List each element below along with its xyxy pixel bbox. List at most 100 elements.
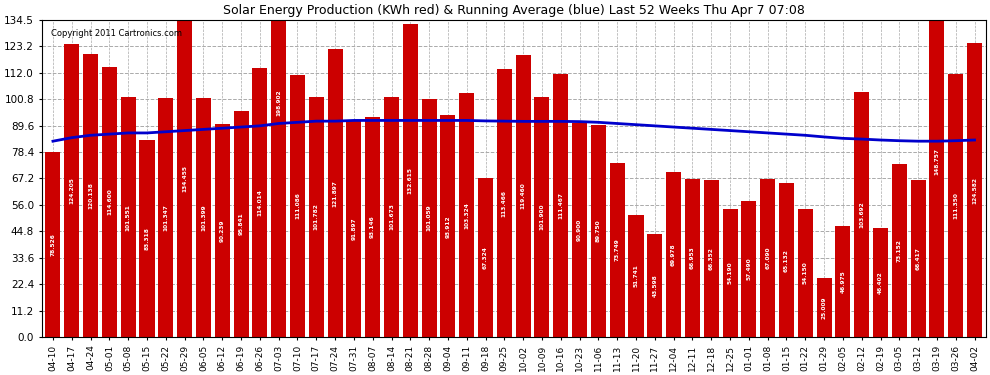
Text: 101.673: 101.673 (389, 204, 394, 231)
Text: 66.953: 66.953 (690, 247, 695, 269)
Text: 114.600: 114.600 (107, 188, 112, 215)
Text: 83.318: 83.318 (145, 227, 149, 250)
Bar (102, 67, 117, 337)
Bar (591, 125, 606, 337)
Bar (854, 92, 869, 337)
Text: 198.902: 198.902 (276, 89, 281, 116)
Text: 89.750: 89.750 (596, 220, 601, 242)
Bar (892, 164, 907, 337)
Text: 93.146: 93.146 (370, 216, 375, 238)
Text: 90.239: 90.239 (220, 219, 225, 242)
Bar (948, 74, 963, 337)
Text: 124.205: 124.205 (69, 177, 74, 204)
Bar (685, 179, 700, 337)
Text: 111.467: 111.467 (558, 192, 563, 219)
Bar (930, 0, 944, 337)
Bar (234, 111, 248, 337)
Bar (497, 69, 512, 337)
Bar (403, 24, 418, 337)
Bar (629, 215, 644, 337)
Bar (779, 183, 794, 337)
Bar (836, 226, 850, 337)
Text: 73.152: 73.152 (897, 239, 902, 262)
Text: 25.009: 25.009 (822, 296, 827, 319)
Text: 66.352: 66.352 (709, 247, 714, 270)
Bar (290, 75, 305, 337)
Text: Copyright 2011 Cartronics.com: Copyright 2011 Cartronics.com (51, 29, 182, 38)
Text: 101.551: 101.551 (126, 204, 131, 231)
Text: 111.086: 111.086 (295, 192, 300, 219)
Text: 101.059: 101.059 (427, 204, 432, 231)
Bar (158, 98, 173, 337)
Text: 54.150: 54.150 (803, 262, 808, 285)
Text: 103.324: 103.324 (464, 202, 469, 228)
Text: 57.490: 57.490 (746, 258, 751, 280)
Bar (64, 44, 79, 337)
Bar (516, 55, 531, 337)
Text: 119.460: 119.460 (521, 183, 526, 210)
Bar (441, 116, 455, 337)
Text: 148.757: 148.757 (935, 148, 940, 175)
Text: 54.190: 54.190 (728, 262, 733, 284)
Title: Solar Energy Production (KWh red) & Running Average (blue) Last 52 Weeks Thu Apr: Solar Energy Production (KWh red) & Runn… (223, 4, 805, 17)
Bar (742, 201, 756, 337)
Text: 101.399: 101.399 (201, 204, 206, 231)
Bar (704, 180, 719, 337)
Bar (723, 209, 738, 337)
Bar (535, 97, 549, 337)
Bar (422, 99, 437, 337)
Bar (572, 123, 587, 337)
Bar (365, 117, 380, 337)
Text: 67.090: 67.090 (765, 247, 770, 269)
Text: 101.347: 101.347 (163, 204, 168, 231)
Bar (817, 278, 832, 337)
Bar (46, 152, 60, 337)
Bar (666, 172, 681, 337)
Bar (252, 68, 267, 337)
Bar (83, 54, 98, 337)
Text: 111.350: 111.350 (953, 192, 958, 219)
Text: 46.402: 46.402 (878, 271, 883, 294)
Bar (177, 20, 192, 337)
Text: 132.615: 132.615 (408, 167, 413, 194)
Text: 124.582: 124.582 (972, 177, 977, 204)
Bar (553, 74, 568, 337)
Text: 66.417: 66.417 (916, 247, 921, 270)
Text: 121.897: 121.897 (333, 180, 338, 207)
Bar (196, 98, 211, 337)
Bar (760, 179, 775, 337)
Text: 46.975: 46.975 (841, 270, 845, 293)
Bar (459, 93, 474, 337)
Bar (271, 0, 286, 337)
Bar (346, 120, 361, 337)
Text: 78.526: 78.526 (50, 233, 55, 256)
Text: 101.900: 101.900 (540, 204, 545, 230)
Text: 69.978: 69.978 (671, 243, 676, 266)
Bar (309, 97, 324, 337)
Bar (967, 43, 982, 337)
Text: 51.741: 51.741 (634, 264, 639, 287)
Bar (911, 180, 926, 337)
Bar (140, 140, 154, 337)
Bar (610, 163, 625, 337)
Text: 43.598: 43.598 (652, 274, 657, 297)
Text: 113.466: 113.466 (502, 190, 507, 217)
Text: 73.749: 73.749 (615, 238, 620, 261)
Bar (328, 50, 343, 337)
Text: 114.014: 114.014 (257, 189, 262, 216)
Bar (873, 228, 888, 337)
Text: 95.841: 95.841 (239, 213, 244, 235)
Bar (647, 234, 662, 337)
Bar (121, 98, 136, 337)
Text: 120.138: 120.138 (88, 182, 93, 209)
Text: 91.897: 91.897 (351, 217, 356, 240)
Text: 101.782: 101.782 (314, 204, 319, 230)
Bar (478, 178, 493, 337)
Text: 93.912: 93.912 (446, 215, 450, 237)
Text: 134.455: 134.455 (182, 165, 187, 192)
Text: 65.132: 65.132 (784, 249, 789, 272)
Bar (384, 97, 399, 337)
Bar (215, 124, 230, 337)
Bar (798, 209, 813, 337)
Text: 67.324: 67.324 (483, 246, 488, 269)
